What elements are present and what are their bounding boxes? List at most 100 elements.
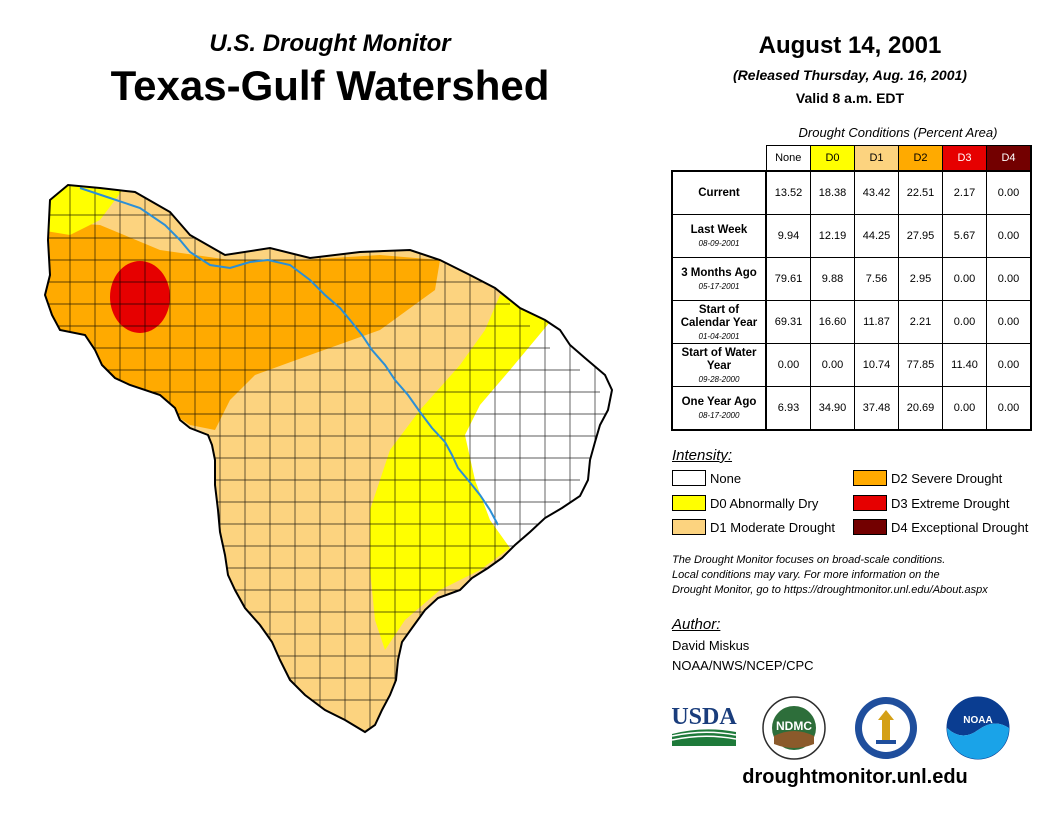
note-line: Drought Monitor, go to https://droughtmo… [672,584,988,596]
table-cell: 0.00 [986,170,1032,215]
table-cell: 0.00 [765,343,811,387]
legend-swatch [853,519,887,535]
table-cell: 0.00 [986,214,1032,258]
table-cell: 13.52 [765,170,811,215]
table-cell: 5.67 [942,214,987,258]
row-label: Start of Water Year 09-28-2000 [671,343,767,387]
river [79,187,499,526]
table-row: Last Week 08-09-2001 9.94 12.19 44.25 27.95 5.… [671,214,1032,258]
row-label-text: Start of Water Year [681,346,757,372]
table-cell: 2.21 [898,300,943,344]
row-label: Start of Calendar Year 01-04-2001 [671,300,767,344]
table-cell: 0.00 [986,343,1032,387]
table-cell: 18.38 [810,170,855,215]
table-row: Current 13.52 18.38 43.42 22.51 2.17 0.00 [671,170,1032,215]
table-cell: 6.93 [765,386,811,431]
author-org: NOAA/NWS/NCEP/CPC [672,658,814,673]
table-cell: 20.69 [898,386,943,431]
col-header-none: None [765,145,811,172]
table-cell: 44.25 [854,214,899,258]
map-title: Texas-Gulf Watershed [110,62,550,109]
noaa-logo-text: NOAA [963,715,992,726]
row-label-text: Current [698,186,740,199]
d0-area-east [370,295,560,650]
valid-date: August 14, 2001 [758,32,942,59]
row-label: Current [671,170,767,215]
legend-item-d4: D4 Exceptional Drought [853,519,1028,535]
disclaimer-note: The Drought Monitor focuses on broad-sca… [672,553,1052,598]
legend-item-d1: D1 Moderate Drought [672,519,835,535]
note-line: The Drought Monitor focuses on broad-sca… [672,554,946,566]
table-cell: 12.19 [810,214,855,258]
table-cell: 34.90 [810,386,855,431]
d3-area [110,261,170,333]
col-header-d4: D4 [986,145,1032,172]
drought-map [44,184,613,733]
legend-label: D4 Exceptional Drought [891,519,1029,535]
author-label: Author: [672,616,721,633]
author-name: David Miskus [672,638,750,653]
legend-label: D1 Moderate Drought [710,519,836,535]
table-cell: 16.60 [810,300,855,344]
row-label-date: 05-17-2001 [698,282,740,291]
table-cell: 37.48 [854,386,899,431]
d0-area-northwest [45,185,130,235]
table-cell: 10.74 [854,343,899,387]
row-label-text: Last Week [690,224,748,236]
usda-logo: USDA [671,704,737,746]
table-cell: 2.95 [898,257,943,301]
table-row: 3 Months Ago 05-17-2001 79.61 9.88 7.56 2.95 0… [671,257,1032,301]
col-header-d1: D1 [854,145,899,172]
table-cell: 69.31 [765,300,811,344]
table-cell: 0.00 [986,257,1032,301]
note-line: Local conditions may vary. For more info… [672,569,940,581]
ndmc-logo-text: NDMC [776,719,812,733]
row-label-date: 08-17-2000 [698,411,740,420]
drought-stats-table: None D0 D1 D2 D3 D4 Current 13.52 18.38 43.… [671,145,1032,431]
legend-swatch [853,495,887,511]
legend-item-d0: D0 Abnormally Dry [672,495,818,511]
valid-time: Valid 8 a.m. EDT [795,90,905,106]
table-row: Start of Calendar Year 01-04-2001 69.31 16.… [671,300,1032,344]
row-label: 3 Months Ago 05-17-2001 [671,257,767,301]
row-label: Last Week 08-09-2001 [671,214,767,258]
legend-label: D3 Extreme Drought [891,495,1010,511]
legend-item-d3: D3 Extreme Drought [853,495,1010,511]
table-cell: 77.85 [898,343,943,387]
ndmc-logo: NDMC [762,696,826,760]
map-subtitle: U.S. Drought Monitor [209,30,451,57]
legend-swatch [672,519,706,535]
table-cell: 43.42 [854,170,899,215]
legend-title: Intensity: [672,447,733,464]
col-header-d3: D3 [942,145,987,172]
table-caption: Drought Conditions (Percent Area) [798,125,998,140]
legend-swatch [672,495,706,511]
col-header-d2: D2 [898,145,943,172]
legend-swatch [853,470,887,486]
legend-label: D0 Abnormally Dry [710,495,819,511]
table-cell: 79.61 [765,257,811,301]
noaa-logo: NOAA [946,696,1010,760]
table-cell: 0.00 [942,257,987,301]
table-row: Start of Water Year 09-28-2000 0.00 0.00 10.… [671,343,1032,387]
table-row: One Year Ago 08-17-2000 6.93 34.90 37.48 20.6… [671,386,1032,431]
row-label-date: 01-04-2001 [698,331,740,341]
county-lines [45,185,610,732]
table-cell: 0.00 [986,300,1032,344]
table-cell: 11.87 [854,300,899,344]
row-label-text: 3 Months Ago [681,267,757,279]
table-cell: 22.51 [898,170,943,215]
website-url[interactable]: droughtmonitor.unl.edu [742,766,968,788]
table-corner [672,145,766,172]
table-cell: 9.88 [810,257,855,301]
row-label-text: One Year Ago [681,396,757,408]
table-cell: 0.00 [986,386,1032,431]
legend-swatch [672,470,706,486]
legend-label: D2 Severe Drought [891,470,1003,486]
col-header-d0: D0 [810,145,855,172]
commerce-seal-logo [855,697,917,759]
row-label-date: 08-09-2001 [698,239,740,248]
table-cell: 0.00 [810,343,855,387]
table-cell: 0.00 [942,300,987,344]
table-cell: 11.40 [942,343,987,387]
